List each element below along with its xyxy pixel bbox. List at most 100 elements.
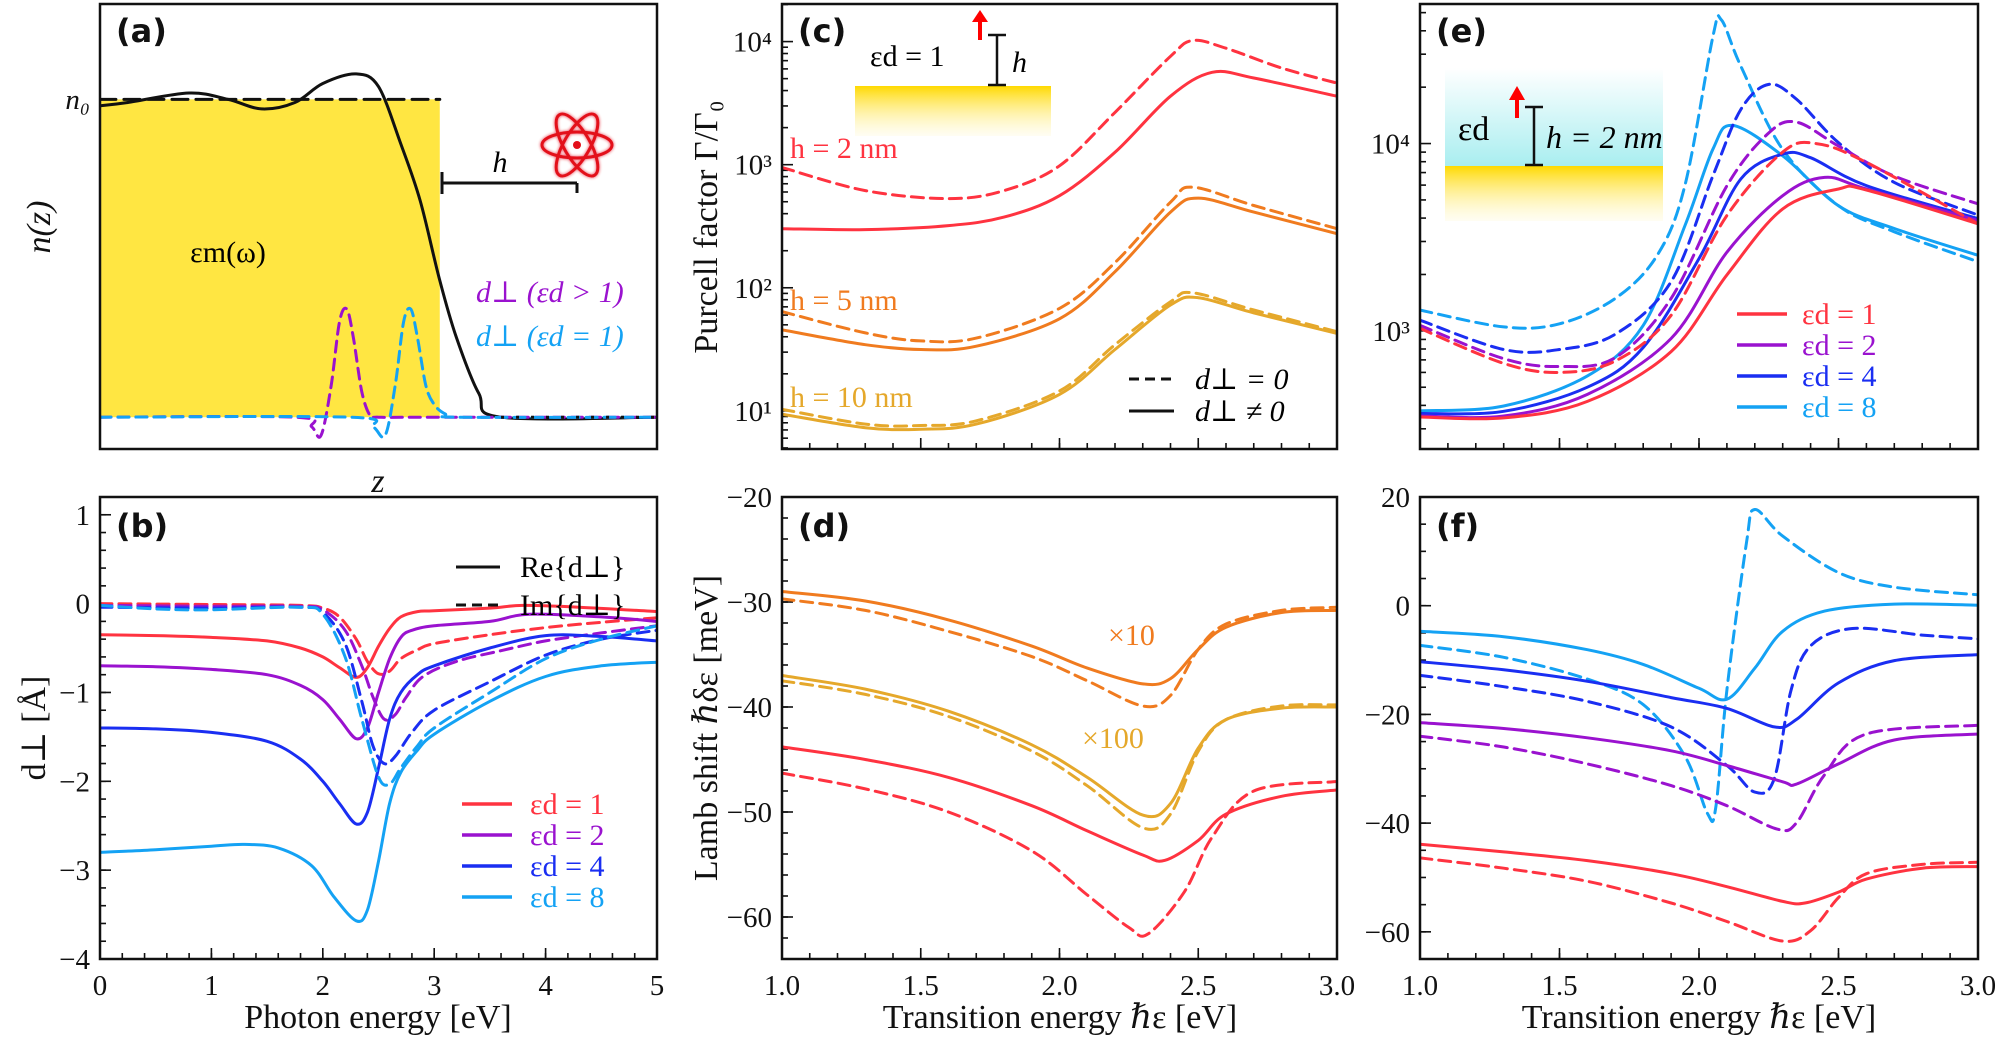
axes-frame-c	[780, 2, 1339, 451]
xtick-label: 2	[316, 970, 331, 1002]
xlabel-d: Transition energy ℏε [eV]	[883, 999, 1237, 1036]
xtick-label: 0	[93, 970, 108, 1002]
series-c-1-red-solid	[782, 69, 1337, 232]
distance-bracket	[440, 172, 579, 194]
xlabel-f: Transition energy ℏε [eV]	[1522, 999, 1876, 1036]
ylabel-b: d⊥ [Å]	[16, 676, 53, 781]
inset-c-eps-label: εd = 1	[870, 40, 945, 73]
series-b-2-purple-solid	[100, 612, 657, 741]
ytick-label: −40	[727, 692, 772, 724]
series-d-0-orange-solid	[782, 590, 1337, 687]
series-f-6-red-solid	[1420, 842, 1978, 906]
legend-b-style: Re{d⊥} Im{d⊥}	[456, 551, 625, 622]
series-d-3-gold-dashed	[782, 679, 1337, 831]
series-e-7-red-solid	[1420, 184, 1978, 421]
series-group-e	[1420, 14, 1978, 421]
xtick-label: 1	[204, 970, 219, 1002]
ytick-label: −1	[59, 677, 90, 709]
ytick-label: −20	[727, 482, 772, 514]
ytick-label: −60	[727, 902, 772, 934]
legend-dperp-zero: d⊥ = 0	[1195, 363, 1288, 396]
panel-label-c: (c)	[798, 12, 846, 50]
series-c-2-orange-dashed	[782, 185, 1337, 344]
series-e-5-purple-solid	[1420, 175, 1978, 420]
xtick-label: 1.0	[1402, 970, 1438, 1002]
legend-re: Re{d⊥}	[520, 551, 625, 584]
series-b-0-red-solid	[100, 603, 657, 679]
ytick-label: 10⁴	[733, 27, 772, 59]
legend-dperp-nonzero: d⊥ ≠ 0	[1195, 395, 1285, 428]
axes-frame-b	[98, 495, 659, 961]
series-c-0-red-dashed	[782, 38, 1337, 201]
ytick-label: 10²	[734, 273, 772, 305]
legend-b-colors: εd = 1εd = 2εd = 4εd = 8	[462, 788, 605, 914]
curve-label-h2: h = 2 nm	[790, 132, 898, 165]
series-group-c	[782, 38, 1337, 432]
xtick-label: 1.5	[903, 970, 939, 1002]
dperp-vacuum-label: d⊥ (εd = 1)	[476, 320, 624, 353]
series-b-5-blue-dashed	[100, 605, 657, 766]
scale-annotation-x100: ×100	[1082, 722, 1144, 755]
legend-label: εd = 1	[530, 788, 605, 821]
legend-label: εd = 2	[1802, 329, 1877, 362]
atom-icon	[540, 112, 614, 178]
legend-label: εd = 8	[530, 881, 605, 914]
series-f-1-cyan-dashed	[1420, 508, 1978, 824]
axes-frame-a	[98, 2, 659, 451]
series-a-2-purple-dashed	[100, 306, 657, 439]
axis-ticks-f: 1.0 1.5 2.0 2.5 3.0 −60 −40 −20 0 20	[1365, 482, 1996, 1002]
series-d-4-red-solid	[782, 745, 1337, 863]
series-group-d	[782, 590, 1337, 938]
xtick-label: 4	[538, 970, 553, 1002]
ytick-label: 20	[1381, 482, 1410, 514]
series-e-1-cyan-solid	[1420, 123, 1978, 413]
series-c-3-orange-solid	[782, 196, 1337, 352]
legend-label: εd = 4	[530, 850, 605, 883]
legend-c: d⊥ = 0 d⊥ ≠ 0	[1129, 363, 1288, 428]
series-group-b	[100, 602, 657, 923]
series-b-6-cyan-solid	[100, 660, 657, 923]
ytick-label: −3	[59, 855, 90, 887]
legend-label: εd = 1	[1802, 298, 1877, 331]
ytick-label: 0	[1396, 591, 1411, 623]
distance-h-label: h	[493, 146, 508, 179]
ytick-label: 10¹	[734, 396, 772, 428]
series-f-2-blue-solid	[1420, 653, 1978, 729]
panel-a	[98, 2, 659, 451]
axes-frame-d	[780, 495, 1339, 961]
series-group-f	[1420, 508, 1978, 943]
xtick-label: 1.5	[1541, 970, 1577, 1002]
series-e-6-red-dashed	[1420, 140, 1978, 374]
series-a-3-cyan-dashed	[100, 306, 657, 439]
series-c-5-gold-solid	[782, 295, 1337, 432]
xtick-label: 2.5	[1820, 970, 1856, 1002]
ytick-label: 10³	[734, 150, 772, 182]
ytick-n0: n₀	[65, 84, 90, 116]
xtick-label: 2.0	[1681, 970, 1717, 1002]
panel-e: 10³ 10⁴	[1371, 2, 1980, 451]
ytick-label: −40	[1365, 808, 1410, 840]
inset-e-diagram	[1445, 68, 1663, 221]
xtick-label: 3.0	[1960, 970, 1996, 1002]
axes-frame-f	[1418, 495, 1980, 961]
series-b-7-cyan-dashed	[100, 603, 657, 787]
panel-label-b: (b)	[116, 507, 168, 545]
series-f-7-red-dashed	[1420, 856, 1978, 943]
series-a-1-black-solid	[100, 72, 657, 421]
xlabel-a: z	[370, 463, 384, 500]
series-f-4-purple-solid	[1420, 721, 1978, 787]
series-d-5-red-dashed	[782, 771, 1337, 938]
xtick-label: 2.5	[1180, 970, 1216, 1002]
series-c-4-gold-dashed	[782, 290, 1337, 428]
panel-label-a: (a)	[116, 12, 167, 50]
panel-c: 10¹ 10² 10³ 10⁴	[733, 2, 1339, 451]
series-f-5-purple-dashed	[1420, 723, 1978, 833]
series-b-4-blue-solid	[100, 633, 657, 826]
ytick-label: 10³	[1372, 316, 1410, 348]
axis-ticks-d: 1.0 1.5 2.0 2.5 3.0 −60 −50 −40 −30 −20	[727, 482, 1355, 1002]
panel-label-e: (e)	[1436, 12, 1487, 50]
panel-b: 0 1 2 3 4 5 −4 −3 −2 −1 0 1	[59, 495, 664, 1002]
legend-label: εd = 8	[1802, 391, 1877, 424]
series-group-a	[100, 72, 657, 439]
